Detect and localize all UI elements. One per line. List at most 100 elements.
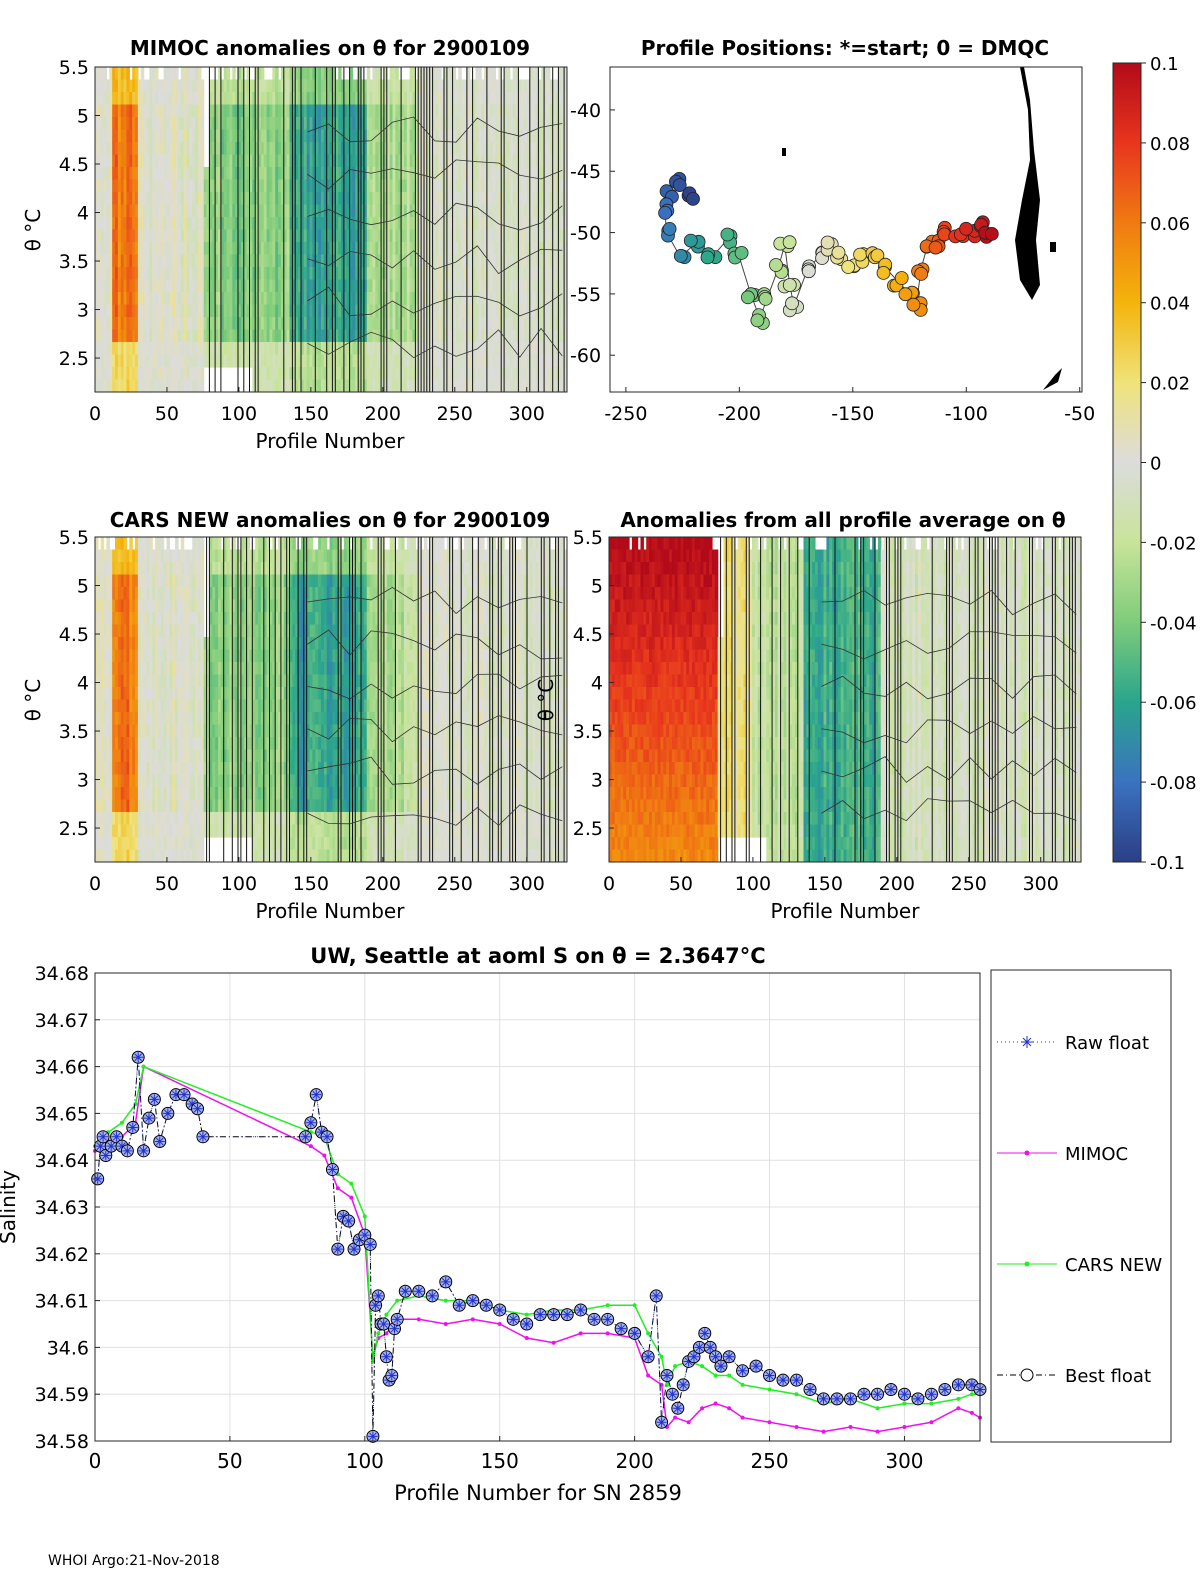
heatmap-cell <box>246 229 251 243</box>
heatmap-cell <box>320 129 325 143</box>
heatmap-cell <box>157 379 162 392</box>
heatmap-cell <box>509 379 514 392</box>
heatmap-cell <box>489 304 494 318</box>
heatmap-cell <box>97 142 102 156</box>
heatmap-cell <box>401 242 405 256</box>
heatmap-cell <box>129 229 133 243</box>
heatmap-cell <box>489 142 494 156</box>
heatmap-cell <box>378 329 382 343</box>
heatmap-cell <box>361 379 365 392</box>
heatmap-cell <box>95 687 99 701</box>
heatmap-cell <box>192 367 196 381</box>
heatmap-cell <box>423 279 428 293</box>
heatmap-cell <box>152 254 156 268</box>
heatmap-cell <box>552 304 557 318</box>
heatmap-cell <box>137 762 142 776</box>
heatmap-cell <box>338 242 342 256</box>
heatmap-cell <box>155 849 159 862</box>
heatmap-cell <box>137 254 142 268</box>
heatmap-cell <box>524 129 528 143</box>
heatmap-cell <box>160 129 165 143</box>
heatmap-cell <box>180 267 185 281</box>
heatmap-cell <box>137 787 142 801</box>
heatmap-cell <box>426 254 431 268</box>
heatmap-cell <box>135 774 139 788</box>
heatmap-cell <box>309 242 314 256</box>
heatmap-cell <box>403 129 408 143</box>
heatmap-cell <box>398 179 402 193</box>
heatmap-cell <box>135 699 139 713</box>
heatmap-cell <box>269 117 273 131</box>
heatmap-cell <box>486 367 491 381</box>
heatmap-cell <box>435 217 439 231</box>
heatmap-cell <box>401 117 405 131</box>
heatmap-cell <box>146 624 150 638</box>
heatmap-cell <box>312 217 316 231</box>
heatmap-cell <box>120 242 125 256</box>
heatmap-cell <box>318 92 322 106</box>
heatmap-cell <box>489 379 494 392</box>
heatmap-cell <box>126 687 130 701</box>
heatmap-cell <box>126 354 130 368</box>
heatmap-cell <box>106 587 110 601</box>
heatmap-cell <box>546 104 551 118</box>
heatmap-cell <box>446 167 451 181</box>
heatmap-cell <box>123 812 128 826</box>
heatmap-cell <box>252 92 256 106</box>
heatmap-cell <box>106 762 110 776</box>
heatmap-cell <box>312 342 316 356</box>
heatmap-cell <box>561 254 565 268</box>
heatmap-cell <box>544 129 548 143</box>
heatmap-cell <box>123 849 128 862</box>
heatmap-cell <box>232 129 236 143</box>
heatmap-cell <box>381 217 385 231</box>
heatmap-cell <box>484 342 488 356</box>
heatmap-cell <box>103 154 108 168</box>
heatmap-cell <box>135 662 139 676</box>
heatmap-cell <box>115 317 119 331</box>
heatmap-cell <box>323 167 328 181</box>
heatmap-cell <box>106 674 110 688</box>
heatmap-cell <box>338 329 342 343</box>
heatmap-cell <box>403 267 408 281</box>
heatmap-cell <box>135 849 139 862</box>
heatmap-cell <box>106 379 110 392</box>
heatmap-cell <box>240 279 245 293</box>
heatmap-cell <box>561 142 565 156</box>
heatmap-cell <box>329 379 334 392</box>
y-tick-label: 5.5 <box>59 57 89 79</box>
heatmap-cell <box>117 712 122 726</box>
heatmap-cell <box>395 117 399 131</box>
heatmap-cell <box>492 92 497 106</box>
heatmap-cell <box>112 67 116 81</box>
heatmap-cell <box>123 549 128 563</box>
heatmap-cell <box>123 599 128 613</box>
heatmap-cell <box>363 129 368 143</box>
heatmap-cell <box>423 229 428 243</box>
heatmap-cell <box>298 204 302 218</box>
heatmap-cell <box>109 662 113 676</box>
heatmap-cell <box>538 379 542 392</box>
heatmap-cell <box>386 229 391 243</box>
heatmap-cell <box>426 354 431 368</box>
heatmap-cell <box>509 242 514 256</box>
heatmap-cell <box>263 254 268 268</box>
heatmap-cell <box>383 329 388 343</box>
start-marker: * <box>694 180 703 201</box>
heatmap-cell <box>298 304 302 318</box>
heatmap-cell <box>332 204 336 218</box>
heatmap-cell <box>318 104 322 118</box>
heatmap-cell <box>135 267 139 281</box>
heatmap-cell <box>338 279 342 293</box>
heatmap-cell <box>109 167 113 181</box>
heatmap-cell <box>258 254 262 268</box>
heatmap-cell <box>298 79 302 93</box>
heatmap-cell <box>318 292 322 306</box>
heatmap-cell <box>426 92 431 106</box>
heatmap-cell <box>117 724 122 738</box>
heatmap-cell <box>175 304 179 318</box>
heatmap-cell <box>524 204 528 218</box>
heatmap-cell <box>346 267 351 281</box>
heatmap-cell <box>546 217 551 231</box>
heatmap-cell <box>166 92 170 106</box>
